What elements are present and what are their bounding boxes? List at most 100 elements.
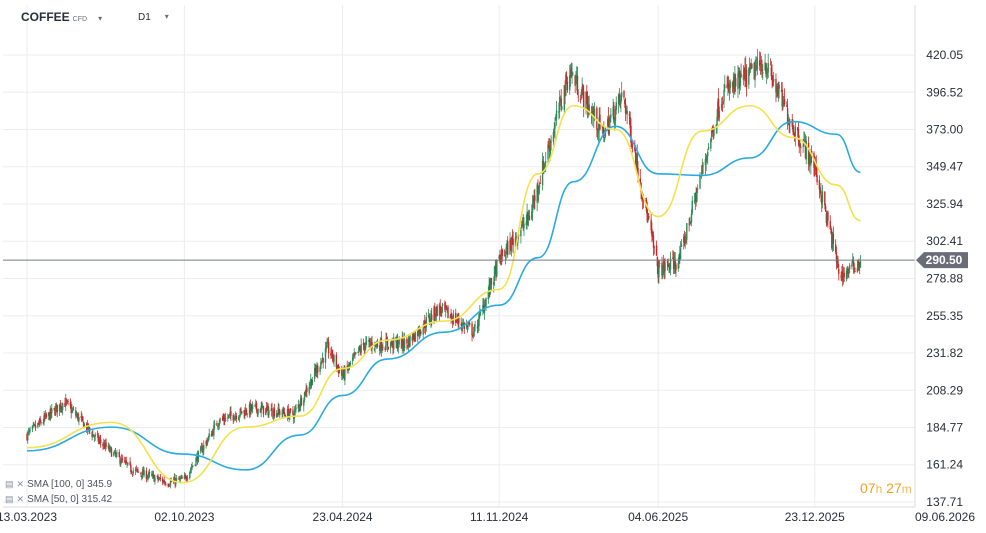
candle-body — [305, 388, 307, 396]
candle-body — [282, 409, 285, 413]
candle-body — [528, 215, 531, 221]
candle-body — [222, 417, 224, 419]
candle-body — [401, 337, 403, 348]
candle-body — [348, 364, 350, 369]
chevron-down-icon[interactable]: ▾ — [98, 14, 103, 23]
candle-body — [538, 189, 540, 195]
candle-body — [696, 191, 698, 202]
candle-body — [217, 426, 219, 427]
candle-body — [400, 338, 403, 349]
candle-body — [742, 74, 745, 80]
candle-body — [331, 349, 334, 359]
legend-sma-100[interactable]: ▤ ✕ SMA [100, 0] 345.9 — [5, 479, 112, 490]
current-price-label: 290.50 — [926, 253, 963, 267]
candle-body — [49, 408, 51, 421]
candle-body — [346, 365, 348, 369]
candle-body — [348, 362, 351, 366]
candle-body — [455, 321, 458, 323]
candle-body — [466, 325, 469, 327]
candle-body — [781, 89, 783, 107]
candle-body — [710, 138, 712, 149]
candle-body — [848, 270, 850, 273]
legend-sma-50[interactable]: ▤ ✕ SMA [50, 0] 315.42 — [5, 494, 112, 505]
candle-body — [257, 408, 259, 415]
candle-body — [587, 105, 590, 111]
candle-body — [390, 342, 393, 345]
candle-body — [92, 434, 95, 437]
candle-body — [500, 257, 502, 265]
settings-icon[interactable]: ▤ — [5, 479, 14, 489]
candle-body — [631, 144, 633, 147]
candle-body — [412, 333, 414, 341]
candle-body — [856, 267, 859, 273]
candle-body — [853, 268, 855, 270]
candle-body — [635, 154, 638, 167]
candle-body — [315, 370, 317, 373]
candle-body — [272, 409, 275, 417]
candle-body — [39, 418, 41, 422]
candle-body — [678, 255, 680, 264]
candle-body — [577, 96, 579, 98]
candle-body — [277, 407, 279, 416]
candle-body — [693, 200, 696, 202]
candle-body — [717, 99, 720, 118]
candle-body — [564, 87, 566, 96]
candle-body — [336, 365, 338, 368]
candle-body — [164, 482, 166, 484]
candle-body — [819, 189, 821, 192]
candle-body — [776, 86, 779, 96]
candle-body — [625, 109, 628, 112]
chevron-down-icon[interactable]: ▾ — [164, 12, 169, 21]
candle-body — [663, 259, 666, 273]
candle-body — [365, 340, 368, 342]
candle-body — [239, 408, 241, 416]
timeframe-selector[interactable]: D1 ▾ — [138, 12, 169, 23]
candle-body — [213, 423, 216, 425]
candle-body — [347, 368, 349, 370]
candle-body — [835, 252, 838, 263]
candle-body — [799, 144, 801, 147]
candle-body — [825, 213, 828, 224]
candle-body — [653, 246, 655, 248]
candle-body — [103, 443, 106, 449]
candle-body — [425, 317, 427, 328]
candle-body — [110, 447, 112, 449]
settings-icon[interactable]: ▤ — [5, 494, 14, 504]
candle-body — [333, 355, 335, 362]
candle-body — [505, 247, 507, 254]
candle-body — [482, 304, 484, 312]
candle-body — [127, 462, 129, 465]
close-icon[interactable]: ✕ — [16, 479, 25, 489]
countdown-hours: 07 — [860, 480, 876, 496]
candle-body — [206, 441, 208, 445]
legend-sma-50-label: SMA [50, 0] 315.42 — [27, 494, 113, 505]
candle-body — [224, 419, 226, 422]
candle-body — [255, 402, 258, 410]
candle-body — [29, 430, 31, 432]
candle-body — [299, 405, 301, 408]
candle-body — [50, 408, 52, 415]
candle-body — [669, 258, 672, 270]
candle-body — [320, 362, 322, 369]
candle-body — [581, 86, 583, 94]
candle-body — [691, 200, 693, 214]
candle-body — [489, 284, 491, 292]
candle-body — [791, 119, 793, 127]
candle-body — [195, 457, 197, 466]
candle-body — [490, 278, 493, 285]
instrument-selector[interactable]: COFFEE CFD ▾ — [21, 10, 102, 24]
candle-body — [230, 411, 232, 416]
candle-body — [506, 243, 508, 249]
candle-body — [384, 347, 386, 351]
candle-body — [824, 192, 826, 206]
candle-body — [186, 479, 188, 480]
candle-body — [544, 163, 546, 164]
candle-body — [762, 72, 764, 74]
candle-body — [317, 366, 319, 373]
candle-body — [59, 403, 62, 409]
candle-body — [620, 95, 622, 104]
candle-body — [560, 98, 562, 107]
close-icon[interactable]: ✕ — [16, 494, 25, 504]
candle-body — [271, 408, 273, 417]
